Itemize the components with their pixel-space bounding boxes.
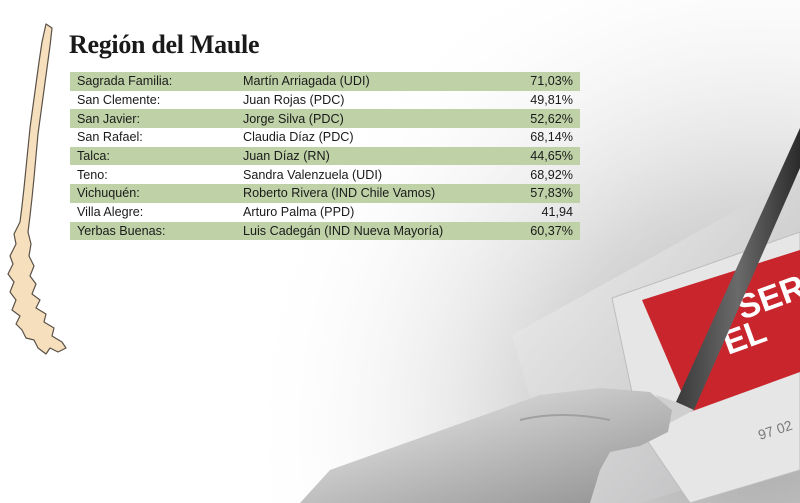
percent-cell: 68,92% — [530, 167, 573, 182]
candidate-cell: Roberto Rivera (IND Chile Vamos) — [236, 184, 508, 203]
candidate-cell: Claudia Díaz (PDC) — [243, 130, 354, 145]
commune-cell: Yerbas Buenas: — [70, 221, 236, 241]
percent-cell: 49,81% — [530, 93, 573, 108]
candidate-cell: Juan Rojas (PDC) — [243, 93, 345, 108]
candidate-cell: Sandra Valenzuela (UDI) — [243, 167, 383, 182]
percent-cell: 71,03% — [507, 72, 580, 91]
commune-cell: San Rafael: — [77, 130, 143, 145]
chile-map-icon — [7, 23, 67, 355]
percent-cell: 60,37% — [507, 221, 580, 241]
commune-cell: Teno: — [77, 167, 108, 182]
percent-cell: 68,14% — [530, 130, 573, 145]
table-row: Vichuquén: Roberto Rivera (IND Chile Vam… — [70, 184, 580, 203]
commune-cell: Talca: — [70, 146, 236, 166]
percent-cell: 44,65% — [507, 146, 580, 166]
table-row: Teno: Sandra Valenzuela (UDI) 68,92% — [70, 165, 580, 184]
commune-cell: Vichuquén: — [70, 184, 236, 203]
table-row: San Clemente: Juan Rojas (PDC) 49,81% — [70, 91, 580, 110]
table-row: San Rafael: Claudia Díaz (PDC) 68,14% — [70, 128, 580, 147]
percent-cell: 41,94 — [541, 205, 573, 220]
commune-cell: San Clemente: — [77, 93, 161, 108]
candidate-cell: Martín Arriagada (UDI) — [236, 72, 508, 91]
candidate-cell: Arturo Palma (PPD) — [243, 205, 355, 220]
table-row: San Javier: Jorge Silva (PDC) 52,62% — [70, 109, 580, 129]
table-row: Sagrada Familia: Martín Arriagada (UDI) … — [70, 72, 580, 91]
page-title: Región del Maule — [69, 30, 260, 59]
commune-cell: Villa Alegre: — [77, 205, 144, 220]
commune-cell: Sagrada Familia: — [70, 72, 236, 91]
table-row: Villa Alegre: Arturo Palma (PPD) 41,94 — [70, 203, 580, 222]
candidate-cell: Luis Cadegán (IND Nueva Mayoría) — [236, 221, 508, 241]
percent-cell: 57,83% — [507, 184, 580, 203]
commune-cell: San Javier: — [70, 109, 236, 129]
table-row: Talca: Juan Díaz (RN) 44,65% — [70, 146, 580, 166]
percent-cell: 52,62% — [507, 109, 580, 129]
table-row: Yerbas Buenas: Luis Cadegán (IND Nueva M… — [70, 221, 580, 241]
candidate-cell: Juan Díaz (RN) — [236, 146, 508, 166]
results-table: Sagrada Familia: Martín Arriagada (UDI) … — [70, 72, 580, 241]
candidate-cell: Jorge Silva (PDC) — [236, 109, 508, 129]
